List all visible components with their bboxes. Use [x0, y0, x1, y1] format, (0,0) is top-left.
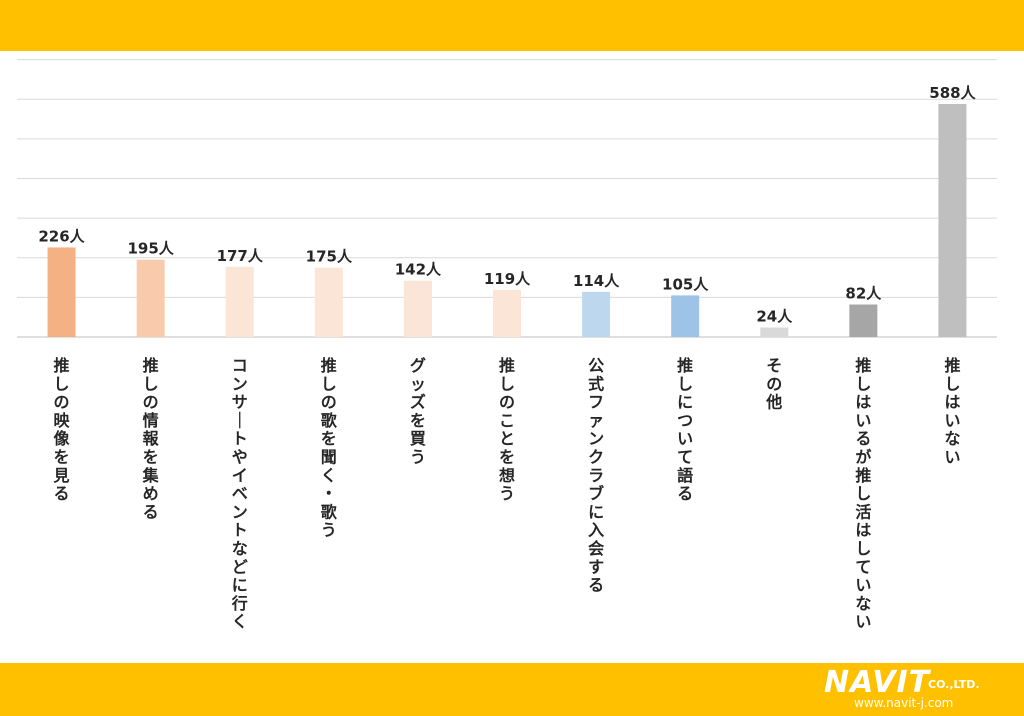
category-label: 推しの歌を聞く・歌う	[321, 356, 338, 540]
bar	[938, 104, 967, 337]
bar	[314, 267, 343, 337]
category-labels: 推しの映像を見る 推しの情報を集める コンサ｜トやイベントなどに行く 推しの歌を聞く・…	[53, 356, 961, 631]
logo-name: NAVIT	[824, 665, 931, 700]
bar	[225, 266, 254, 337]
bar	[760, 327, 789, 337]
bars	[47, 104, 967, 337]
logo-url: www.navit-j.com	[854, 696, 954, 710]
navit-logo: NAVIT CO.,LTD. www.navit-j.com	[824, 666, 1004, 712]
category-label: その他	[765, 356, 782, 412]
bar-chart: 226人 195人 177人 175人 142人 119人 114人 105人 24人 82人 58…	[17, 59, 997, 631]
bar	[493, 289, 521, 337]
value-label: 226人	[38, 227, 85, 245]
category-label: 推しのことを想う	[498, 356, 515, 503]
value-label: 177人	[217, 247, 264, 265]
bar	[136, 259, 165, 337]
top-band	[0, 0, 1024, 51]
category-label: 推しはいるが推し活はしていない	[855, 356, 871, 631]
category-label: 推しの映像を見る	[53, 356, 71, 503]
value-label: 142人	[395, 261, 442, 279]
bottom-band	[0, 663, 1024, 716]
value-label: 119人	[484, 270, 531, 288]
category-label: 推しはいない	[944, 356, 960, 467]
value-label: 105人	[662, 275, 709, 293]
value-label: 114人	[573, 272, 620, 290]
value-labels: 226人 195人 177人 175人 142人 119人 114人 105人 24人 82人 58…	[38, 84, 976, 325]
value-label: 82人	[845, 285, 882, 303]
bar	[849, 304, 878, 337]
category-label: 公式ファンクラブに入会する	[588, 356, 604, 595]
bar	[671, 295, 700, 337]
gridlines	[17, 59, 997, 338]
category-label: コンサ｜トやイベントなどに行く	[231, 356, 248, 631]
bar	[582, 291, 611, 337]
value-label: 588人	[929, 84, 976, 102]
value-label: 24人	[756, 307, 793, 325]
category-label: グッズを買う	[410, 356, 426, 467]
bar	[403, 280, 432, 337]
category-label: 推しについて語る	[677, 356, 693, 503]
value-label: 175人	[306, 248, 353, 266]
value-label: 195人	[127, 240, 174, 258]
bar	[47, 247, 76, 337]
category-label: 推しの情報を集める	[142, 356, 160, 521]
logo-suffix: CO.,LTD.	[928, 678, 980, 691]
